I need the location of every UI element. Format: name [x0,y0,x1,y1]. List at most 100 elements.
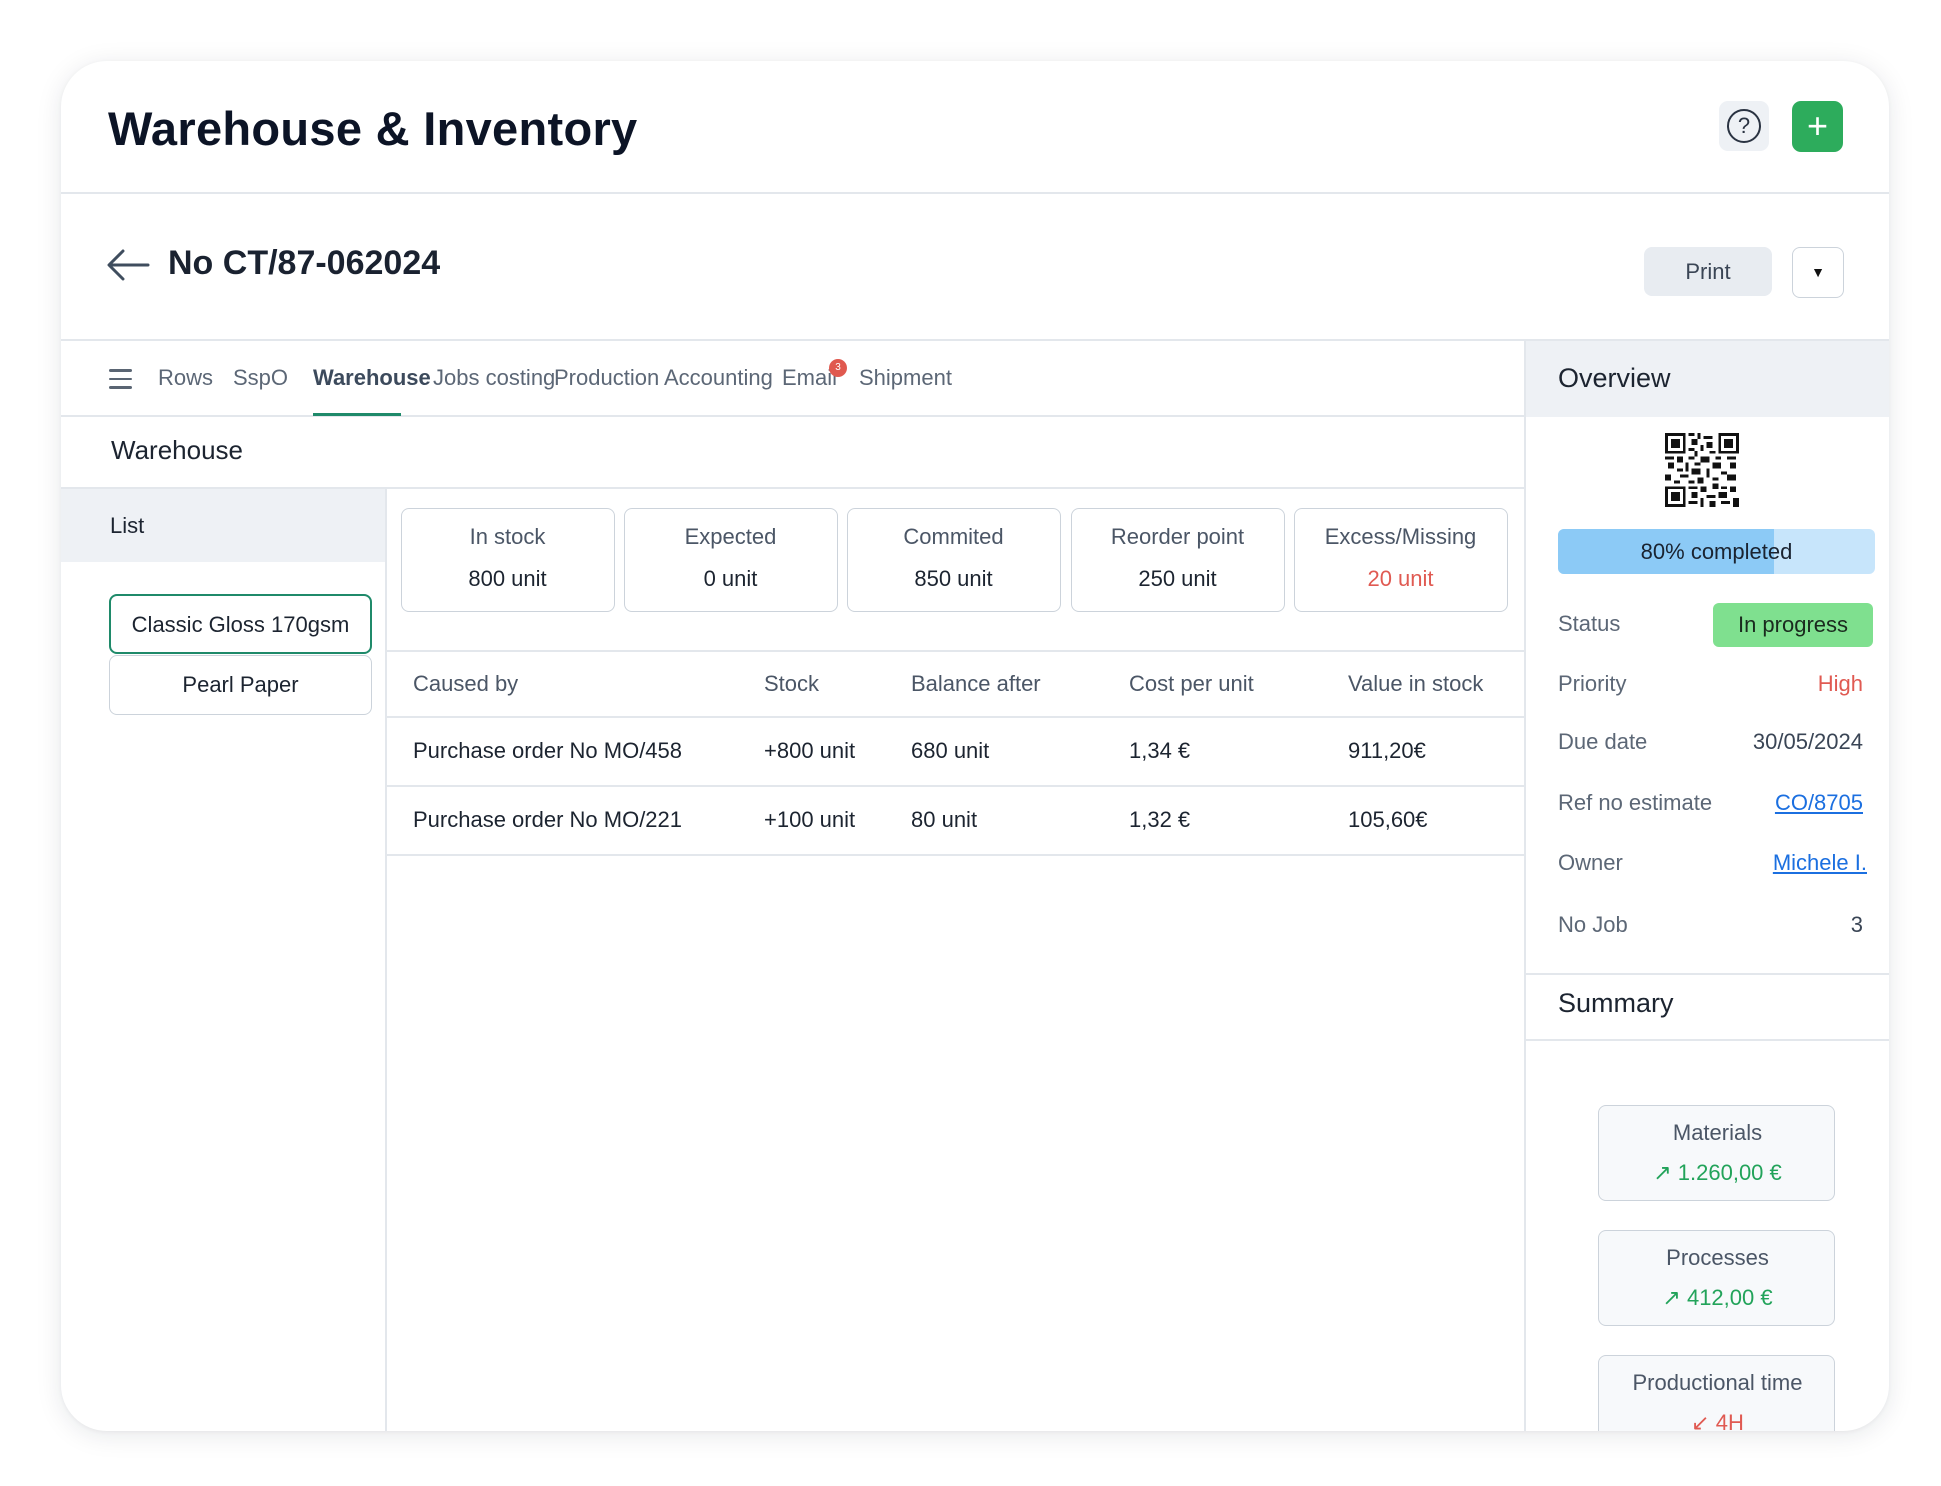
stat-value: 850 unit [914,566,993,591]
order-header: No CT/87-062024 Print ▼ [61,194,1889,341]
more-options-button[interactable]: ▼ [1792,247,1844,298]
app-header: Warehouse & Inventory ? + [61,61,1889,194]
stat-card-in-stock: In stock 800 unit [401,508,615,612]
no-job-value: 3 [1850,912,1863,937]
table-row-2-caused-by: Purchase order No MO/221 [413,807,683,832]
status-badge: In progress [1713,603,1873,647]
table-row-border [387,854,1524,856]
ref-no-label: Ref no estimate [1558,790,1713,815]
column-header-balance-after: Balance after [911,671,1041,696]
no-job-label: No Job [1558,912,1628,937]
plus-icon: + [1806,105,1829,146]
list-item-pearl-paper[interactable]: Pearl Paper [109,655,372,715]
table-row-border [387,785,1524,787]
trend-up-icon: ↗ [1662,1285,1681,1310]
stat-value: 0 unit [703,566,758,591]
tab-production[interactable]: Production [554,365,660,390]
table-top-border [387,650,1524,652]
column-header-value-in-stock: Value in stock [1348,671,1484,696]
column-header-caused-by: Caused by [413,671,519,696]
tab-email[interactable]: Email [782,365,838,390]
help-button[interactable]: ? [1719,101,1769,151]
caret-down-icon: ▼ [1811,264,1825,280]
list-item-classic-gloss[interactable]: Classic Gloss 170gsm [109,594,372,654]
due-date-label: Due date [1558,729,1648,754]
table-row-1-caused-by: Purchase order No MO/458 [413,738,683,763]
column-header-cost-per-unit: Cost per unit [1129,671,1254,696]
list-header: List [61,489,385,562]
stat-value: 800 unit [468,566,547,591]
summary-card-label: Materials [1672,1120,1763,1145]
order-number: No CT/87-062024 [168,244,441,282]
stat-card-reorder-point: Reorder point 250 unit [1071,508,1285,612]
hamburger-menu-icon[interactable] [109,369,132,389]
summary-card-value: ↗ 1.260,00 € [1599,1160,1836,1186]
section-divider [61,487,1524,489]
summary-divider [1526,1039,1889,1041]
stat-card-excess-missing: Excess/Missing 20 unit [1294,508,1508,612]
table-row-2-value: 105,60€ [1348,807,1428,832]
owner-link[interactable]: Michele I. [1772,850,1867,875]
tabs-bar: Rows SspO Warehouse Jobs costing Product… [61,341,1524,417]
ref-no-link[interactable]: CO/8705 [1774,790,1863,815]
tab-shipment[interactable]: Shipment [859,365,952,390]
summary-card-processes: Processes ↗ 412,00 € [1598,1230,1835,1326]
summary-card-productional-time: Productional time ↙ 4H [1598,1355,1835,1431]
status-label: Status [1558,611,1621,636]
stat-card-committed: Commited 850 unit [847,508,1061,612]
stat-value: 20 unit [1367,566,1434,591]
table-row-1-value: 911,20€ [1348,738,1426,763]
table-row-1-balance: 680 unit [911,738,990,763]
page-title: Warehouse & Inventory [108,102,638,155]
summary-card-materials: Materials ↗ 1.260,00 € [1598,1105,1835,1201]
summary-card-value: ↙ 4H [1599,1410,1836,1431]
material-list-panel: List Classic Gloss 170gsm Pearl Paper [61,489,387,1431]
summary-card-value: ↗ 412,00 € [1599,1285,1836,1311]
progress-label: 80% completed [1640,539,1793,564]
table-header-border [387,716,1524,718]
completion-progress-bar: 80% completed [1558,529,1875,574]
summary-title: Summary [1558,988,1674,1018]
email-count-badge: 3 [829,359,847,377]
priority-value: High [1817,671,1863,696]
priority-label: Priority [1558,671,1627,696]
overview-divider [1526,973,1889,975]
section-title: Warehouse [111,435,243,465]
active-tab-indicator [313,413,401,416]
owner-label: Owner [1558,850,1623,875]
productional-time-value: 4H [1715,1410,1744,1431]
table-row-2-balance: 80 unit [911,807,978,832]
overview-title: Overview [1558,363,1671,393]
list-header-label: List [110,513,145,538]
overview-header: Overview [1526,341,1889,417]
materials-value: 1.260,00 € [1677,1160,1782,1185]
question-circle-icon: ? [1727,109,1761,143]
due-date-value: 30/05/2024 [1752,729,1863,754]
stat-card-expected: Expected 0 unit [624,508,838,612]
tab-sspo[interactable]: SspO [233,365,289,390]
summary-card-label: Processes [1666,1245,1769,1270]
tab-jobs-costing[interactable]: Jobs costing [433,365,556,390]
print-button[interactable]: Print [1644,247,1772,296]
table-row-2-cost: 1,32 € [1129,807,1191,832]
back-arrow-icon[interactable] [106,248,150,282]
trend-up-icon: ↗ [1653,1160,1672,1185]
tab-accounting[interactable]: Accounting [664,365,773,390]
processes-value: 412,00 € [1686,1285,1773,1310]
qr-code-icon [1665,433,1739,507]
column-header-stock: Stock [764,671,820,696]
tab-warehouse[interactable]: Warehouse [313,365,431,390]
tab-rows[interactable]: Rows [158,365,214,390]
overview-panel: Overview [1524,341,1889,1431]
add-button[interactable]: + [1792,101,1843,152]
stat-label: In stock [469,524,546,549]
stat-label: Expected [684,524,777,549]
table-row-1-cost: 1,34 € [1129,738,1191,763]
stat-label: Commited [903,524,1004,549]
app-card: Warehouse & Inventory ? + No CT/87-06202… [61,61,1889,1431]
table-row-2-stock: +100 unit [764,807,856,832]
stat-label: Reorder point [1110,524,1245,549]
stat-label: Excess/Missing [1324,524,1477,549]
progress-fill [1558,529,1774,574]
summary-card-label: Productional time [1632,1370,1803,1395]
